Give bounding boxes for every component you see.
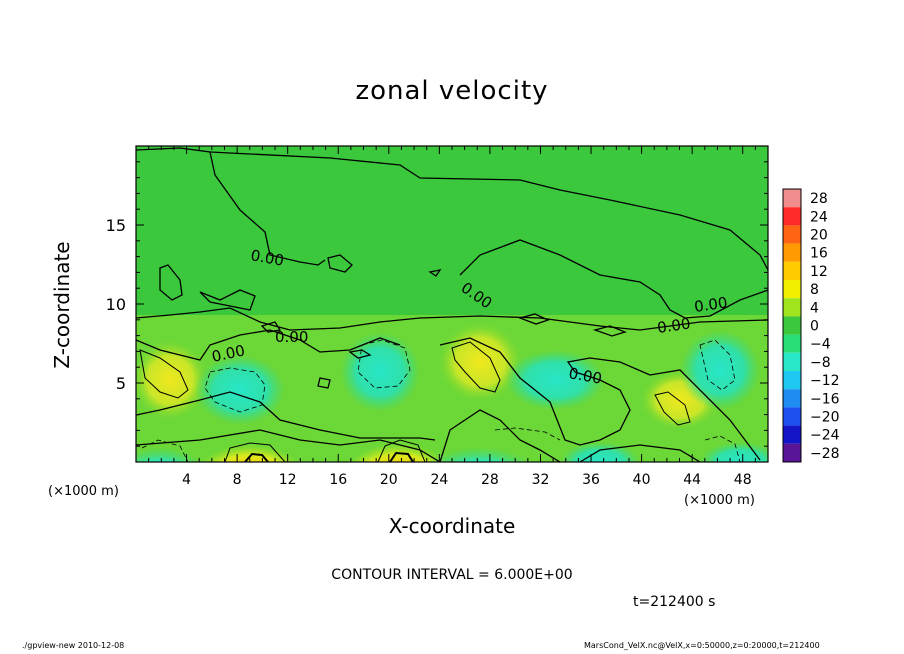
colorbar-swatch (783, 243, 801, 262)
contour-line (459, 239, 768, 319)
colorbar-swatch (783, 189, 801, 208)
contour-line (439, 409, 561, 462)
colorbar-label: 20 (810, 228, 828, 244)
contour-line (136, 429, 441, 462)
colorbar-swatch (783, 407, 801, 426)
contour-line (327, 254, 353, 273)
contour-line (317, 377, 331, 389)
y-tick-label: 5 (116, 374, 126, 393)
contour-line (199, 289, 256, 311)
contour-line (136, 391, 436, 441)
colorbar-label: −24 (810, 428, 840, 444)
contour-line (136, 307, 768, 331)
x-axis: 4 8 12 16 20 24 28 32 36 40 44 48 (148, 146, 756, 488)
x-tick-label: 32 (532, 472, 550, 488)
colorbar-swatch (783, 389, 801, 408)
colorbar-label: 16 (810, 246, 828, 262)
contour-line (451, 341, 501, 393)
x-tick-label: 12 (279, 472, 297, 488)
y-axis-label: Z-coordinate (50, 241, 74, 369)
colorbar-swatch (783, 316, 801, 335)
contour-line (592, 325, 627, 337)
heatmap-field (136, 146, 768, 462)
colorbar-swatch (783, 371, 801, 390)
colorbar-swatch (783, 225, 801, 244)
contour-line (260, 321, 282, 333)
x-tick-label: 8 (233, 472, 242, 488)
contour-line (377, 439, 426, 462)
contour-line-dashed (204, 367, 266, 413)
x-tick-label: 44 (683, 472, 701, 488)
contour-label: 0.00 (249, 246, 285, 270)
x-unit-label-left: (×1000 m) (48, 484, 119, 499)
contour-line (517, 313, 550, 325)
colorbar-label: −4 (810, 337, 831, 353)
colorbar-label: −8 (810, 355, 831, 371)
contour-line-dashed (141, 439, 189, 462)
colorbar-swatch (783, 425, 801, 444)
contour-line (428, 269, 442, 277)
colorbar-swatch (783, 443, 801, 462)
contour-line (348, 349, 372, 359)
x-tick-label: 20 (380, 472, 398, 488)
x-tick-label: 24 (430, 472, 448, 488)
contour-line (224, 442, 286, 462)
colorbar-label: 8 (810, 282, 819, 298)
colorbar-label: 12 (810, 264, 828, 280)
colorbar-swatch (783, 334, 801, 353)
contour-line (136, 147, 326, 266)
colorbar-swatch (783, 280, 801, 299)
footer-left: ./gpview-new 2010-12-08 (22, 641, 125, 650)
colorbar-swatch (783, 298, 801, 317)
x-axis-label: X-coordinate (388, 514, 516, 538)
colorbar-swatch (783, 261, 801, 280)
y-tick-label: 10 (106, 295, 126, 314)
footer-right: MarsCond_VelX.nc@VelX,x=0:50000,z=0:2000… (584, 641, 820, 650)
contour-label: 0.00 (275, 328, 308, 346)
contour-label: 0.00 (567, 364, 603, 388)
colorbar-frame (782, 188, 802, 463)
contour-line (389, 451, 414, 462)
contour-line-dashed (357, 339, 411, 389)
contour-line (244, 452, 269, 462)
contour-line (579, 444, 701, 462)
chart-title: zonal velocity (355, 76, 549, 106)
contour-line-dashed (704, 435, 741, 462)
x-unit-label-right: (×1000 m) (684, 493, 755, 508)
x-tick-label: 48 (734, 472, 752, 488)
contour-line (209, 151, 768, 271)
contour-line (136, 329, 401, 361)
x-tick-label: 36 (582, 472, 600, 488)
contour-line (159, 264, 183, 301)
contour-line-dashed (699, 339, 736, 391)
colorbar: 28 24 20 16 12 8 4 0 −4 −8 −12 −16 −20 −24 −28 (782, 188, 840, 463)
contour-line (654, 391, 691, 426)
x-tick-label: 16 (329, 472, 347, 488)
colorbar-label: −20 (810, 410, 840, 426)
colorbar-label: −12 (810, 373, 840, 389)
colorbar-label: −16 (810, 391, 840, 407)
colorbar-label: 0 (810, 319, 819, 335)
contour-label: 0.00 (656, 314, 692, 336)
contour-line (439, 337, 761, 461)
x-tick-label: 28 (481, 472, 499, 488)
colorbar-label: −28 (810, 446, 840, 462)
colorbar-label: 4 (810, 300, 819, 316)
colorbar-swatch (783, 207, 801, 226)
y-axis: 5 10 15 (106, 161, 768, 447)
y-tick-label: 15 (106, 216, 126, 235)
contour-label: 0.00 (693, 293, 729, 315)
colorbar-label: 28 (810, 191, 828, 207)
x-tick-label: 4 (182, 472, 191, 488)
colorbar-swatch (783, 352, 801, 371)
x-tick-label: 40 (633, 472, 651, 488)
colorbar-label: 24 (810, 209, 828, 225)
contour-interval-label: CONTOUR INTERVAL = 6.000E+00 (331, 567, 573, 583)
contour-line-dashed (494, 427, 561, 441)
time-label: t=212400 s (633, 594, 716, 610)
contour-line (139, 349, 189, 399)
